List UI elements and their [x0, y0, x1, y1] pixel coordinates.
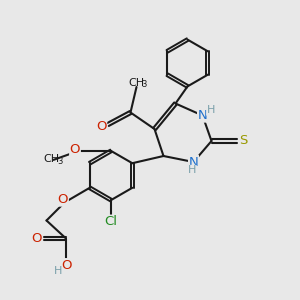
- Text: S: S: [239, 134, 248, 148]
- Text: O: O: [70, 143, 80, 156]
- Text: CH: CH: [43, 154, 59, 164]
- Text: Cl: Cl: [104, 215, 118, 228]
- Text: H: H: [53, 266, 62, 276]
- Text: N: N: [198, 109, 207, 122]
- Text: H: H: [207, 105, 215, 115]
- Text: O: O: [61, 259, 71, 272]
- Text: O: O: [96, 119, 107, 133]
- Text: CH: CH: [128, 78, 145, 88]
- Text: 3: 3: [58, 157, 63, 166]
- Text: 3: 3: [142, 80, 147, 89]
- Text: O: O: [58, 193, 68, 206]
- Text: O: O: [32, 232, 42, 245]
- Text: N: N: [189, 155, 198, 169]
- Text: H: H: [188, 165, 196, 176]
